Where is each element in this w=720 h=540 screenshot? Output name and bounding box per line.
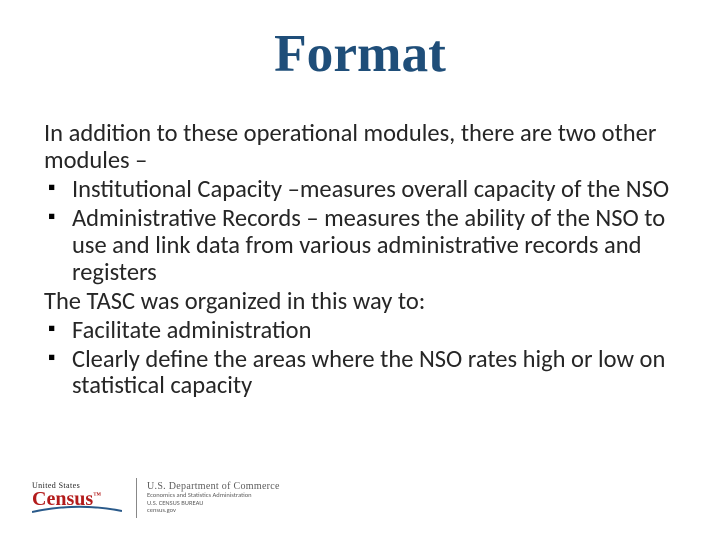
- slide: { "title": { "text": "Format", "fontsize…: [0, 0, 720, 540]
- census-text: Census: [32, 488, 93, 510]
- list-item: Facilitate administration: [44, 317, 676, 344]
- dept-line2c: census.gov: [147, 507, 280, 515]
- slide-title: Format: [0, 22, 720, 84]
- tasc-paragraph: The TASC was organized in this way to:: [44, 288, 676, 315]
- list-item: Clearly define the areas where the NSO r…: [44, 346, 676, 400]
- tasc-list: Facilitate administration Clearly define…: [44, 317, 676, 400]
- slide-body: In addition to these operational modules…: [44, 120, 676, 401]
- tm-icon: ™: [93, 490, 101, 499]
- divider: [136, 478, 137, 518]
- census-logo: United States Census™: [32, 481, 122, 515]
- department-block: U.S. Department of Commerce Economics an…: [147, 481, 280, 515]
- census-wordmark: Census™: [32, 490, 101, 508]
- list-item: Institutional Capacity –measures overall…: [44, 176, 676, 203]
- modules-list: Institutional Capacity –measures overall…: [44, 176, 676, 286]
- intro-paragraph: In addition to these operational modules…: [44, 120, 676, 174]
- footer: United States Census™ U.S. Department of…: [32, 478, 280, 518]
- list-item: Administrative Records – measures the ab…: [44, 205, 676, 286]
